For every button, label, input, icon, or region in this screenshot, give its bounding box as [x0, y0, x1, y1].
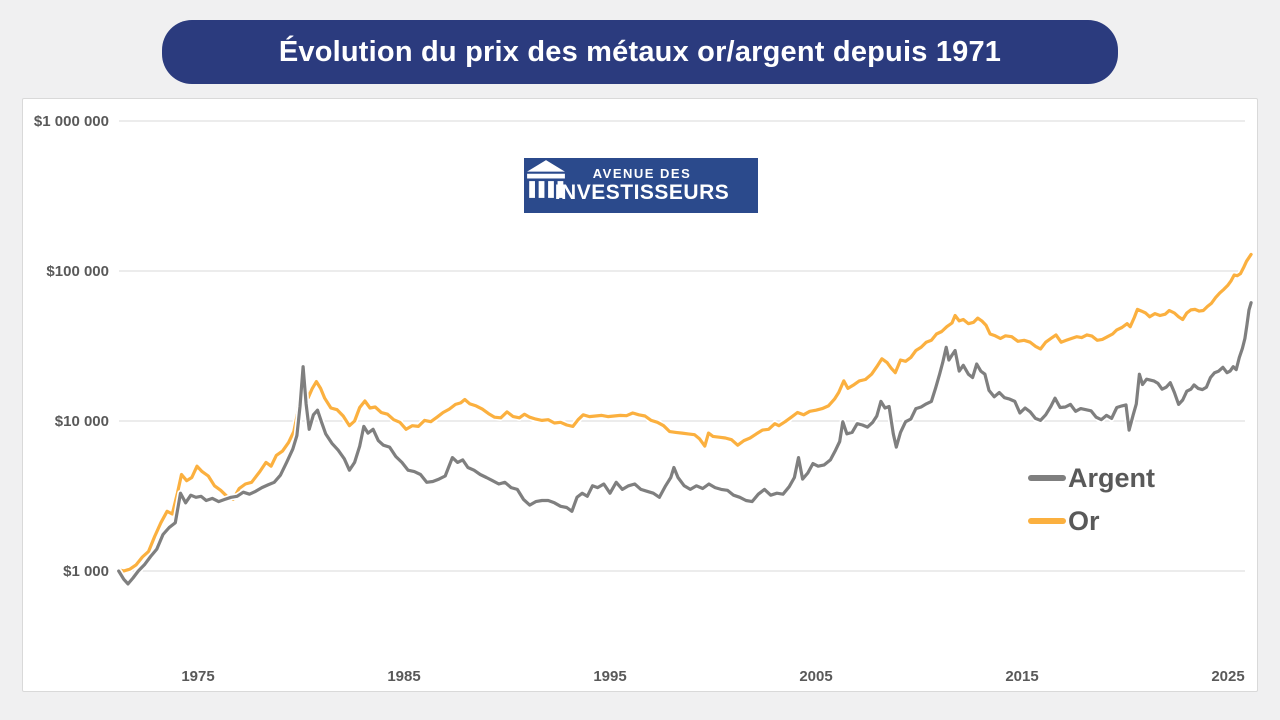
x-tick-label: 2025 [1211, 668, 1244, 685]
chart-panel: $1 000 $10 000 $100 000 $1 000 000 1975 1985 1… [22, 98, 1258, 692]
bank-columns-icon [527, 160, 565, 198]
legend-item-or: Or [1028, 504, 1155, 538]
y-tick-label: $10 000 [55, 413, 109, 430]
x-tick-label: 1975 [181, 668, 214, 685]
x-tick-label: 2015 [1005, 668, 1038, 685]
chart-line-argent [117, 301, 1253, 586]
x-tick-label: 1995 [593, 668, 626, 685]
avenue-des-investisseurs-logo: AVENUE DES INVESTISSEURS [524, 158, 758, 213]
logo-line2: INVESTISSEURS [554, 181, 730, 205]
argent-line-swatch [1028, 475, 1066, 481]
legend-label-or: Or [1068, 505, 1100, 536]
legend-label-argent: Argent [1068, 462, 1155, 493]
y-tick-label: $100 000 [46, 263, 109, 280]
legend-item-argent: Argent [1028, 461, 1155, 495]
logo-line1: AVENUE DES [592, 165, 692, 181]
x-tick-label: 2005 [799, 668, 832, 685]
or-line-swatch [1028, 518, 1066, 524]
y-tick-label: $1 000 000 [34, 113, 109, 130]
logo-text: AVENUE DES INVESTISSEURS [536, 165, 748, 205]
y-tick-label: $1 000 [63, 563, 109, 580]
title-banner: Évolution du prix des métaux or/argent d… [162, 20, 1118, 84]
x-tick-label: 1985 [387, 668, 420, 685]
page-title: Évolution du prix des métaux or/argent d… [278, 35, 1002, 68]
price-chart: $1 000 $10 000 $100 000 $1 000 000 1975 1985 1… [34, 113, 1255, 685]
chart-line-or [117, 252, 1253, 573]
chart-legend: Argent Or [1028, 461, 1155, 538]
